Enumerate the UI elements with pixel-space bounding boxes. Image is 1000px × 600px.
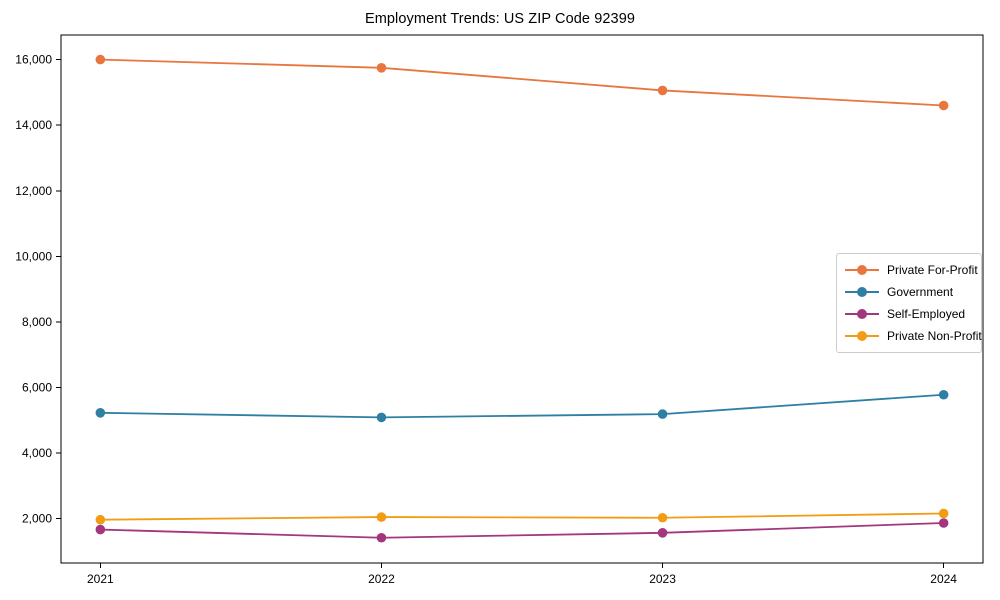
x-tick-label: 2022 (368, 572, 395, 586)
data-point-marker (376, 412, 387, 423)
legend-entry-private-non-profit: Private Non-Profit (845, 325, 982, 347)
data-point-marker (938, 518, 949, 528)
data-point-marker (657, 512, 668, 523)
data-point-marker (95, 514, 106, 525)
y-tick-label: 14,000 (15, 118, 52, 132)
series-line (99, 512, 945, 521)
x-tick-label: 2024 (930, 572, 957, 586)
y-tick-label: 2,000 (22, 512, 52, 526)
series-line (99, 58, 945, 107)
legend-entry-government: Government (845, 281, 973, 303)
data-point-marker (657, 85, 668, 96)
series-line (99, 522, 945, 539)
data-point-marker (657, 528, 668, 538)
data-point-marker (95, 54, 106, 65)
series-line (99, 393, 945, 419)
legend-entry-private-for-profit: Private For-Profit (845, 259, 978, 281)
x-tick-label: 2021 (87, 572, 114, 586)
y-tick-label: 12,000 (15, 184, 52, 198)
y-tick-label: 6,000 (22, 381, 52, 395)
x-tick-label: 2023 (649, 572, 676, 586)
line-marker-icon (845, 265, 879, 275)
data-point-marker (938, 389, 949, 400)
y-tick-label: 16,000 (15, 53, 52, 67)
y-tick-label: 8,000 (22, 315, 52, 329)
plot-frame (60, 34, 984, 564)
line-marker-icon (845, 331, 879, 341)
data-point-marker (95, 524, 106, 535)
data-point-marker (938, 100, 949, 111)
y-tick-label: 4,000 (22, 446, 52, 460)
data-point-marker (376, 532, 387, 543)
data-point-marker (376, 512, 387, 522)
legend-label: Self-Employed (887, 307, 966, 321)
legend: Private For-Profit Government Self-Emplo… (836, 253, 982, 353)
legend-entry-self-employed: Self-Employed (845, 303, 973, 325)
data-point-marker (657, 409, 668, 419)
line-marker-icon (845, 287, 879, 297)
data-point-marker (376, 62, 387, 73)
y-tick-label: 10,000 (15, 249, 52, 263)
data-point-marker (938, 508, 949, 519)
legend-label: Private Non-Profit (887, 329, 982, 343)
line-marker-icon (845, 309, 879, 319)
legend-label: Government (887, 285, 954, 299)
data-point-marker (95, 407, 106, 418)
chart-title: Employment Trends: US ZIP Code 92399 (364, 11, 636, 27)
legend-label: Private For-Profit (887, 263, 978, 277)
